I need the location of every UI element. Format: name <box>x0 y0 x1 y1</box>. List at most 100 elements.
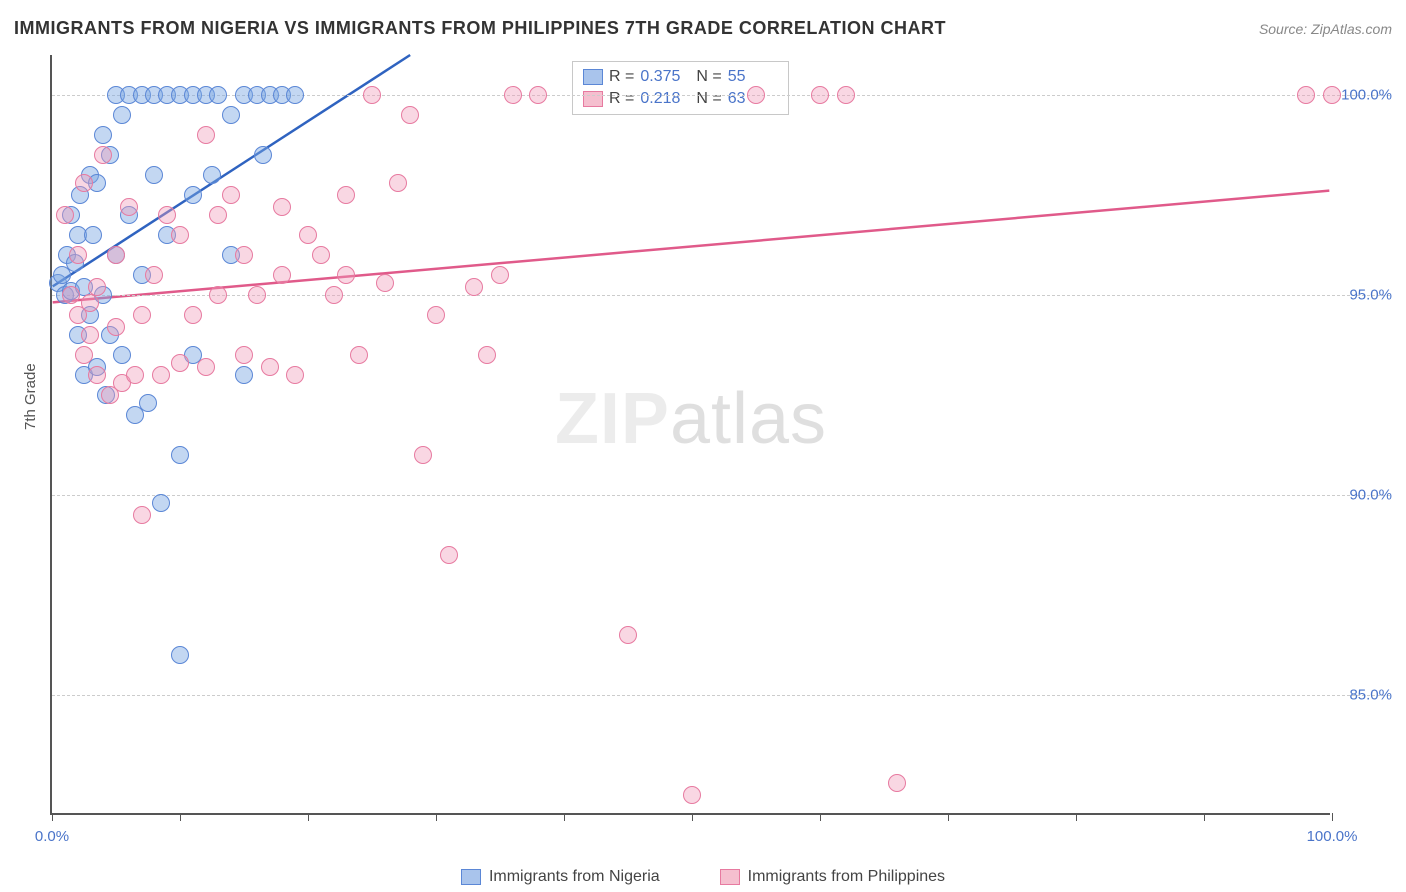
plot-area: ZIPatlas R = 0.375 N = 55 R = 0.218 N = … <box>50 55 1330 815</box>
data-point-philippines <box>504 86 522 104</box>
data-point-philippines <box>286 366 304 384</box>
xtick <box>692 813 693 821</box>
xtick <box>1204 813 1205 821</box>
chart-title: IMMIGRANTS FROM NIGERIA VS IMMIGRANTS FR… <box>14 18 946 39</box>
data-point-philippines <box>337 266 355 284</box>
data-point-nigeria <box>203 166 221 184</box>
data-point-philippines <box>273 266 291 284</box>
data-point-philippines <box>145 266 163 284</box>
data-point-philippines <box>401 106 419 124</box>
title-bar: IMMIGRANTS FROM NIGERIA VS IMMIGRANTS FR… <box>14 18 1392 39</box>
ytick-label: 90.0% <box>1334 487 1392 504</box>
data-point-philippines <box>197 126 215 144</box>
xtick <box>1076 813 1077 821</box>
legend-item-nigeria: Immigrants from Nigeria <box>461 868 660 886</box>
data-point-philippines <box>107 246 125 264</box>
data-point-philippines <box>478 346 496 364</box>
data-point-philippines <box>94 146 112 164</box>
bottom-legend: Immigrants from Nigeria Immigrants from … <box>0 868 1406 886</box>
source-label: Source: ZipAtlas.com <box>1259 21 1392 37</box>
data-point-philippines <box>133 306 151 324</box>
data-point-nigeria <box>152 494 170 512</box>
watermark: ZIPatlas <box>555 378 827 460</box>
data-point-philippines <box>222 186 240 204</box>
data-point-philippines <box>299 226 317 244</box>
data-point-philippines <box>312 246 330 264</box>
swatch-nigeria <box>583 69 603 85</box>
data-point-philippines <box>529 86 547 104</box>
legend-label-nigeria: Immigrants from Nigeria <box>489 868 660 886</box>
data-point-philippines <box>465 278 483 296</box>
legend-label-philippines: Immigrants from Philippines <box>748 868 945 886</box>
y-axis-label: 7th Grade <box>22 363 39 430</box>
data-point-philippines <box>235 346 253 364</box>
data-point-philippines <box>389 174 407 192</box>
data-point-philippines <box>811 86 829 104</box>
xtick-label: 100.0% <box>1307 828 1358 845</box>
data-point-philippines <box>88 278 106 296</box>
legend-row-nigeria: R = 0.375 N = 55 <box>583 66 778 88</box>
data-point-philippines <box>75 346 93 364</box>
swatch-nigeria-bottom <box>461 869 481 885</box>
data-point-nigeria <box>171 646 189 664</box>
xtick <box>180 813 181 821</box>
data-point-philippines <box>158 206 176 224</box>
swatch-philippines <box>583 91 603 107</box>
data-point-philippines <box>107 318 125 336</box>
data-point-philippines <box>126 366 144 384</box>
xtick <box>564 813 565 821</box>
data-point-philippines <box>1323 86 1341 104</box>
data-point-philippines <box>747 86 765 104</box>
data-point-philippines <box>837 86 855 104</box>
data-point-philippines <box>56 206 74 224</box>
data-point-nigeria <box>84 226 102 244</box>
data-point-philippines <box>363 86 381 104</box>
data-point-nigeria <box>286 86 304 104</box>
data-point-philippines <box>414 446 432 464</box>
data-point-nigeria <box>209 86 227 104</box>
data-point-nigeria <box>145 166 163 184</box>
data-point-philippines <box>427 306 445 324</box>
data-point-philippines <box>273 198 291 216</box>
data-point-nigeria <box>139 394 157 412</box>
data-point-philippines <box>376 274 394 292</box>
trend-lines <box>52 55 1330 813</box>
data-point-philippines <box>1297 86 1315 104</box>
data-point-philippines <box>337 186 355 204</box>
swatch-philippines-bottom <box>720 869 740 885</box>
data-point-philippines <box>209 286 227 304</box>
data-point-nigeria <box>235 366 253 384</box>
ytick-label: 100.0% <box>1334 87 1392 104</box>
data-point-philippines <box>235 246 253 264</box>
data-point-philippines <box>171 354 189 372</box>
gridline <box>52 495 1390 496</box>
data-point-philippines <box>491 266 509 284</box>
data-point-nigeria <box>113 106 131 124</box>
data-point-philippines <box>133 506 151 524</box>
data-point-philippines <box>81 294 99 312</box>
data-point-nigeria <box>113 346 131 364</box>
xtick <box>308 813 309 821</box>
data-point-philippines <box>184 306 202 324</box>
gridline <box>52 695 1390 696</box>
data-point-nigeria <box>222 106 240 124</box>
xtick <box>436 813 437 821</box>
xtick <box>820 813 821 821</box>
data-point-philippines <box>197 358 215 376</box>
data-point-nigeria <box>171 446 189 464</box>
xtick <box>1332 813 1333 821</box>
data-point-philippines <box>350 346 368 364</box>
data-point-philippines <box>69 246 87 264</box>
data-point-philippines <box>248 286 266 304</box>
xtick <box>948 813 949 821</box>
data-point-philippines <box>325 286 343 304</box>
data-point-philippines <box>171 226 189 244</box>
xtick <box>52 813 53 821</box>
xtick-label: 0.0% <box>35 828 69 845</box>
data-point-philippines <box>75 174 93 192</box>
data-point-nigeria <box>94 126 112 144</box>
legend-item-philippines: Immigrants from Philippines <box>720 868 945 886</box>
data-point-philippines <box>888 774 906 792</box>
data-point-philippines <box>440 546 458 564</box>
data-point-philippines <box>81 326 99 344</box>
